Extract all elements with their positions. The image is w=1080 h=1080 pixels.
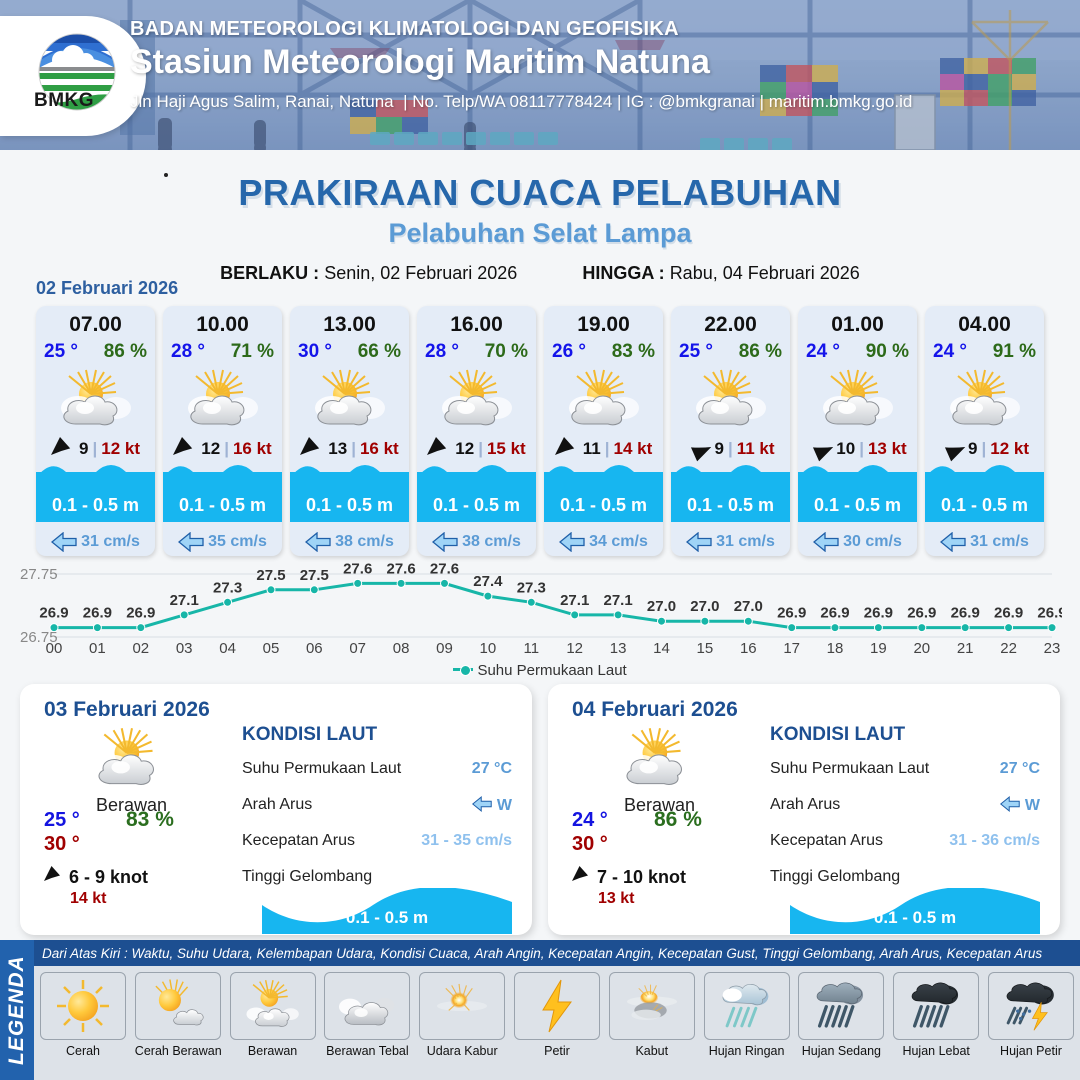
svg-text:27.3: 27.3: [517, 579, 546, 596]
svg-text:27.6: 27.6: [343, 560, 372, 577]
svg-text:17: 17: [783, 640, 800, 657]
svg-text:26.9: 26.9: [1037, 605, 1062, 622]
svg-text:26.9: 26.9: [777, 605, 806, 622]
svg-text:27.5: 27.5: [300, 567, 329, 584]
svg-text:26.9: 26.9: [864, 605, 893, 622]
svg-text:22: 22: [1000, 640, 1017, 657]
svg-text:05: 05: [263, 640, 280, 657]
svg-text:27.0: 27.0: [690, 598, 719, 615]
svg-text:20: 20: [913, 640, 930, 657]
svg-text:27.1: 27.1: [170, 592, 199, 609]
svg-text:08: 08: [393, 640, 410, 657]
svg-text:02: 02: [132, 640, 149, 657]
svg-text:11: 11: [524, 640, 540, 657]
svg-text:26.9: 26.9: [83, 605, 112, 622]
svg-text:21: 21: [957, 640, 974, 657]
svg-text:26.9: 26.9: [126, 605, 155, 622]
svg-text:04: 04: [219, 640, 236, 657]
svg-text:10: 10: [480, 640, 497, 657]
svg-text:27.0: 27.0: [734, 598, 763, 615]
svg-text:26.9: 26.9: [994, 605, 1023, 622]
svg-text:01: 01: [89, 640, 106, 657]
svg-text:27.75: 27.75: [20, 566, 58, 583]
svg-text:12: 12: [566, 640, 583, 657]
svg-text:03: 03: [176, 640, 193, 657]
svg-text:16: 16: [740, 640, 757, 657]
svg-text:09: 09: [436, 640, 453, 657]
svg-text:27.1: 27.1: [560, 592, 589, 609]
svg-text:27.5: 27.5: [256, 567, 285, 584]
svg-text:27.0: 27.0: [647, 598, 676, 615]
svg-text:18: 18: [827, 640, 844, 657]
svg-text:07: 07: [349, 640, 366, 657]
svg-text:13: 13: [610, 640, 627, 657]
svg-text:26.9: 26.9: [951, 605, 980, 622]
svg-text:00: 00: [46, 640, 63, 657]
svg-text:06: 06: [306, 640, 323, 657]
svg-text:19: 19: [870, 640, 887, 657]
svg-text:26.9: 26.9: [39, 605, 68, 622]
svg-text:27.3: 27.3: [213, 579, 242, 596]
svg-text:27.4: 27.4: [473, 573, 503, 590]
svg-text:27.6: 27.6: [430, 560, 459, 577]
svg-text:14: 14: [653, 640, 670, 657]
svg-text:27.6: 27.6: [386, 560, 415, 577]
svg-text:23: 23: [1044, 640, 1061, 657]
svg-text:15: 15: [697, 640, 714, 657]
svg-text:27.1: 27.1: [603, 592, 632, 609]
svg-text:26.9: 26.9: [820, 605, 849, 622]
svg-text:26.9: 26.9: [907, 605, 936, 622]
